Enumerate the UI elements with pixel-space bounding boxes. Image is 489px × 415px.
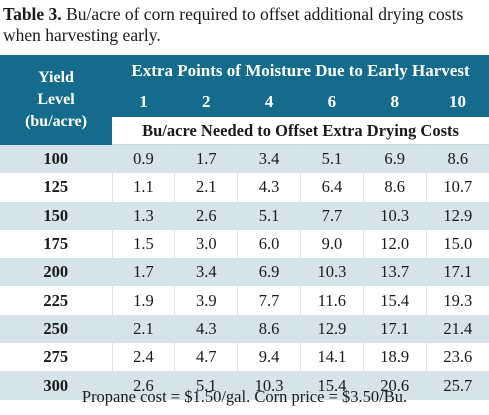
yield-level-cell: 300	[0, 371, 113, 400]
value-cell: 1.9	[112, 286, 176, 315]
table-caption: Table 3. Bu/acre of corn required to off…	[3, 4, 487, 46]
table-row: 100 0.9 1.7 3.4 5.1 6.9 8.6	[0, 144, 489, 174]
value-cell: 12.9	[300, 314, 364, 344]
yield-level-cell: 200	[0, 258, 113, 287]
value-cell: 12.0	[363, 229, 427, 259]
yield-level-header: Yield Level (bu/acre)	[0, 55, 113, 145]
sub-header: Bu/acre Needed to Offset Extra Drying Co…	[112, 117, 489, 145]
value-cell: 7.7	[300, 201, 364, 230]
yield-level-cell: 125	[0, 173, 113, 202]
value-cell: 11.6	[300, 286, 364, 315]
value-cell: 12.9	[426, 201, 489, 230]
table-row: 125 1.1 2.1 4.3 6.4 8.6 10.7	[0, 173, 489, 202]
yield-header-line: Yield	[38, 68, 74, 86]
table-row: 300 2.6 5.1 10.3 15.4 20.6 25.7	[0, 371, 489, 400]
value-cell: 15.4	[300, 371, 364, 400]
yield-level-cell: 225	[0, 286, 113, 315]
value-cell: 1.7	[112, 258, 176, 287]
value-cell: 1.3	[112, 201, 176, 230]
moisture-point-header: 10	[426, 87, 489, 117]
value-cell: 9.4	[237, 343, 301, 372]
value-cell: 2.1	[174, 173, 239, 202]
value-cell: 15.0	[426, 229, 489, 259]
value-cell: 2.6	[112, 371, 176, 400]
value-cell: 6.4	[300, 173, 364, 202]
value-cell: 10.7	[426, 173, 489, 202]
value-cell: 9.0	[300, 229, 364, 259]
yield-level-cell: 250	[0, 314, 113, 344]
value-cell: 4.7	[174, 343, 239, 372]
value-cell: 25.7	[426, 371, 489, 400]
value-cell: 15.4	[363, 286, 427, 315]
table-row: 250 2.1 4.3 8.6 12.9 17.1 21.4	[0, 314, 489, 344]
value-cell: 3.4	[174, 258, 239, 287]
table-row: 200 1.7 3.4 6.9 10.3 13.7 17.1	[0, 258, 489, 287]
extra-moisture-header: Extra Points of Moisture Due to Early Ha…	[112, 55, 489, 87]
value-cell: 8.6	[237, 314, 301, 344]
value-cell: 19.3	[426, 286, 489, 315]
value-cell: 3.0	[174, 229, 239, 259]
value-cell: 1.5	[112, 229, 176, 259]
value-cell: 7.7	[237, 286, 301, 315]
value-cell: 10.3	[300, 258, 364, 287]
value-cell: 6.9	[363, 144, 427, 174]
value-cell: 14.1	[300, 343, 364, 372]
value-cell: 5.1	[174, 371, 239, 400]
table-row: 275 2.4 4.7 9.4 14.1 18.9 23.6	[0, 343, 489, 372]
value-cell: 10.3	[237, 371, 301, 400]
value-cell: 3.4	[237, 144, 301, 174]
table-row: 175 1.5 3.0 6.0 9.0 12.0 15.0	[0, 229, 489, 259]
yield-header-line: (bu/acre)	[25, 112, 87, 130]
moisture-point-header: 4	[237, 87, 301, 117]
value-cell: 1.7	[174, 144, 239, 174]
drying-cost-table: Yield Level (bu/acre) Extra Points of Mo…	[0, 55, 489, 400]
value-cell: 0.9	[112, 144, 176, 174]
value-cell: 1.1	[112, 173, 176, 202]
value-cell: 4.3	[237, 173, 301, 202]
value-cell: 6.0	[237, 229, 301, 259]
yield-header-line: Level	[37, 90, 75, 108]
value-cell: 6.9	[237, 258, 301, 287]
value-cell: 21.4	[426, 314, 489, 344]
yield-level-cell: 275	[0, 343, 113, 372]
value-cell: 8.6	[363, 173, 427, 202]
yield-level-cell: 175	[0, 229, 113, 259]
value-cell: 13.7	[363, 258, 427, 287]
value-cell: 2.6	[174, 201, 239, 230]
value-cell: 17.1	[363, 314, 427, 344]
value-cell: 3.9	[174, 286, 239, 315]
moisture-point-header: 8	[363, 87, 427, 117]
table-footnote: Propane cost = $1.50/gal. Corn price = $…	[81, 387, 408, 406]
caption-text: Bu/acre of corn required to offset addit…	[3, 4, 464, 45]
moisture-point-header: 6	[300, 87, 364, 117]
value-cell: 18.9	[363, 343, 427, 372]
moisture-point-header: 2	[174, 87, 238, 117]
value-cell: 10.3	[363, 201, 427, 230]
value-cell: 17.1	[426, 258, 489, 287]
table-row: 225 1.9 3.9 7.7 11.6 15.4 19.3	[0, 286, 489, 315]
yield-level-cell: 100	[0, 144, 113, 174]
value-cell: 5.1	[237, 201, 301, 230]
caption-label: Table 3.	[3, 4, 62, 24]
value-cell: 20.6	[363, 371, 427, 400]
value-cell: 2.1	[112, 314, 176, 344]
value-cell: 4.3	[174, 314, 239, 344]
value-cell: 5.1	[300, 144, 364, 174]
value-cell: 23.6	[426, 343, 489, 372]
table-row: 150 1.3 2.6 5.1 7.7 10.3 12.9	[0, 201, 489, 230]
value-cell: 8.6	[426, 144, 489, 174]
yield-level-cell: 150	[0, 201, 113, 230]
value-cell: 2.4	[112, 343, 176, 372]
moisture-point-header: 1	[112, 87, 175, 117]
